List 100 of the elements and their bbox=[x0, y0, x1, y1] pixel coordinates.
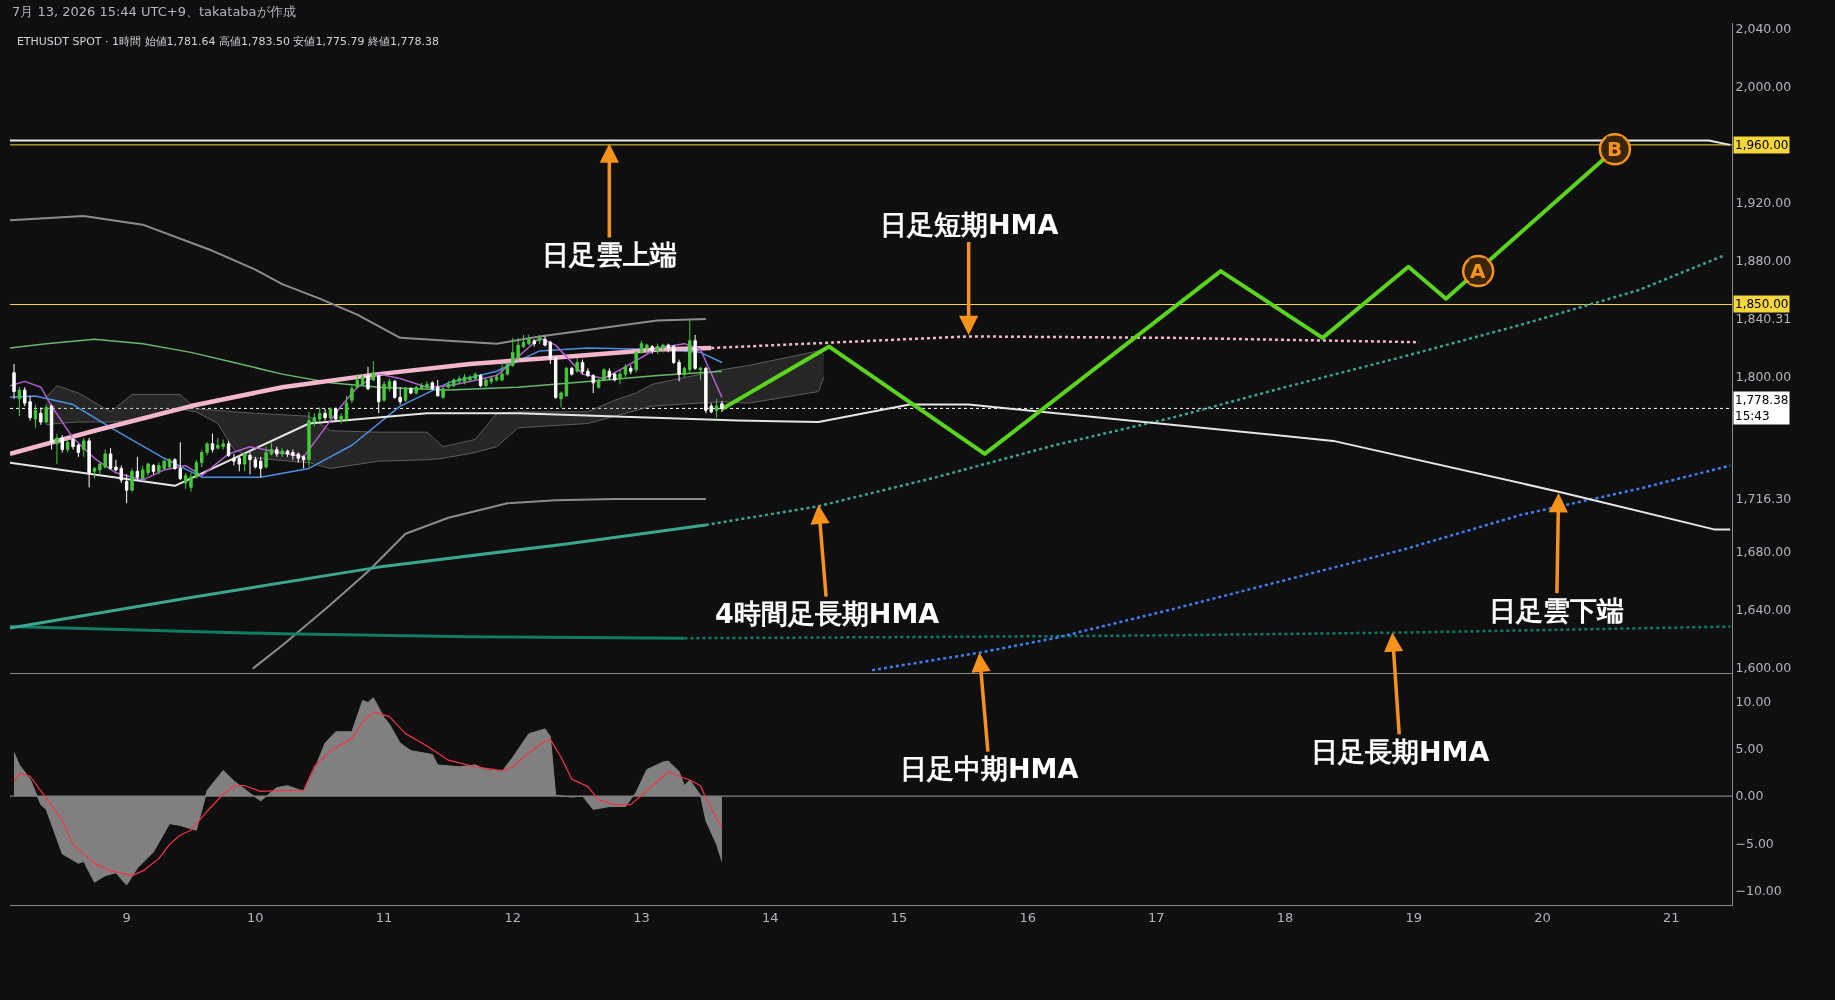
candlestick bbox=[226, 440, 231, 458]
x-tick-label: 20 bbox=[1534, 909, 1551, 925]
y-tick-label: 1,880.00 bbox=[1735, 253, 1792, 269]
x-tick-label: 17 bbox=[1148, 909, 1165, 925]
candlestick bbox=[60, 434, 65, 453]
candlestick bbox=[661, 343, 665, 353]
candlestick bbox=[275, 446, 279, 458]
candlestick bbox=[414, 385, 418, 394]
candlestick bbox=[350, 385, 354, 404]
candlestick bbox=[44, 404, 48, 424]
annotation: 日足長期HMA bbox=[1311, 736, 1490, 767]
candlestick bbox=[318, 407, 322, 423]
candlestick bbox=[639, 340, 644, 355]
y-tick-label: 2,040.00 bbox=[1735, 21, 1792, 37]
candlestick bbox=[425, 380, 429, 388]
line-series bbox=[251, 497, 707, 670]
text: 7月 13, 2026 15:44 UTC+9、takatabaが作成 bbox=[12, 4, 296, 19]
candlestick bbox=[612, 373, 617, 382]
candlestick bbox=[387, 377, 392, 393]
candlestick bbox=[55, 433, 59, 465]
candlestick bbox=[76, 443, 81, 458]
candlestick bbox=[285, 450, 290, 458]
candlestick bbox=[259, 456, 263, 478]
candlestick bbox=[602, 367, 606, 382]
candlestick bbox=[629, 364, 633, 375]
candlestick bbox=[430, 382, 435, 391]
candlestick bbox=[87, 437, 91, 488]
line-series bbox=[10, 338, 723, 391]
x-tick-label: 9 bbox=[122, 909, 131, 925]
candlestick bbox=[645, 343, 649, 353]
candlestick bbox=[344, 395, 349, 422]
candlestick bbox=[130, 467, 134, 493]
candlestick bbox=[527, 334, 531, 345]
text: ETHUSDT SPOT · 1時間 始値1,781.64 高値1,783.50 安値1,775.79 終値1,778.38 bbox=[16, 34, 439, 48]
candlestick bbox=[419, 382, 424, 390]
candlestick bbox=[355, 373, 359, 390]
annotation: A bbox=[1470, 259, 1486, 283]
candlestick bbox=[65, 438, 70, 453]
y-tick-label: 1,680.00 bbox=[1735, 543, 1792, 559]
y-tick-label: 1,800.00 bbox=[1735, 369, 1792, 385]
candlestick bbox=[167, 457, 172, 469]
candlestick bbox=[264, 446, 268, 469]
candlestick bbox=[339, 412, 343, 424]
y-tick-label: −5.00 bbox=[1735, 835, 1774, 851]
candlestick bbox=[82, 437, 86, 458]
candlestick bbox=[435, 379, 440, 397]
candlestick bbox=[280, 447, 284, 458]
candlestick bbox=[682, 366, 687, 378]
annotation: B bbox=[1607, 137, 1623, 161]
candlestick bbox=[666, 344, 671, 353]
line-series bbox=[870, 464, 1732, 672]
candlestick bbox=[366, 366, 370, 391]
y-tick-label: 1,920.00 bbox=[1735, 195, 1792, 211]
annotation: 日足中期HMA bbox=[900, 753, 1079, 784]
candlestick bbox=[210, 433, 215, 453]
x-tick-label: 18 bbox=[1276, 909, 1294, 925]
x-tick-label: 19 bbox=[1405, 909, 1423, 925]
candlestick bbox=[360, 373, 365, 387]
line-series bbox=[10, 403, 1732, 531]
y-tick-label: 1,840.31 bbox=[1735, 310, 1792, 326]
y-tick-label: 10.00 bbox=[1735, 693, 1772, 709]
candlestick bbox=[688, 319, 692, 375]
candlestick bbox=[532, 340, 536, 348]
candlestick bbox=[521, 334, 526, 348]
ref-line-label: 1,778.38 15:43 bbox=[1735, 393, 1789, 423]
y-tick-label: 1,640.00 bbox=[1735, 601, 1792, 617]
candlestick bbox=[242, 451, 247, 472]
x-tick-label: 15 bbox=[890, 909, 908, 925]
y-tick-label: 1,716.30 bbox=[1735, 490, 1792, 506]
candlestick bbox=[575, 357, 579, 374]
candlestick bbox=[505, 362, 510, 377]
candlestick bbox=[714, 398, 719, 419]
candlestick bbox=[441, 386, 445, 400]
annotation: 4時間足長期HMA bbox=[715, 598, 940, 629]
candlestick bbox=[446, 380, 451, 388]
candlestick bbox=[371, 360, 376, 382]
y-tick-label: 2,000.00 bbox=[1735, 79, 1792, 95]
y-tick-label: 0.00 bbox=[1735, 788, 1764, 804]
candlestick bbox=[570, 367, 574, 377]
candlestick bbox=[108, 447, 113, 471]
candlestick bbox=[559, 391, 563, 409]
candlestick bbox=[12, 363, 16, 400]
x-tick-label: 14 bbox=[761, 909, 779, 925]
x-tick-label: 11 bbox=[375, 909, 393, 925]
candlestick bbox=[409, 388, 413, 395]
y-tick-label: −10.00 bbox=[1735, 883, 1782, 899]
candlestick bbox=[269, 441, 274, 455]
candlestick bbox=[698, 366, 703, 381]
ref-line-label: 1,960.00 bbox=[1735, 138, 1789, 152]
candlestick bbox=[618, 369, 622, 385]
x-tick-label: 13 bbox=[633, 909, 650, 925]
candlestick bbox=[553, 356, 558, 400]
candlestick bbox=[71, 436, 75, 451]
candlestick bbox=[462, 373, 467, 385]
line-series bbox=[10, 214, 707, 345]
candlestick bbox=[194, 459, 199, 480]
candlestick bbox=[537, 334, 542, 345]
candlestick bbox=[607, 367, 612, 381]
candlestick bbox=[151, 465, 156, 475]
x-tick-label: 10 bbox=[247, 909, 264, 925]
